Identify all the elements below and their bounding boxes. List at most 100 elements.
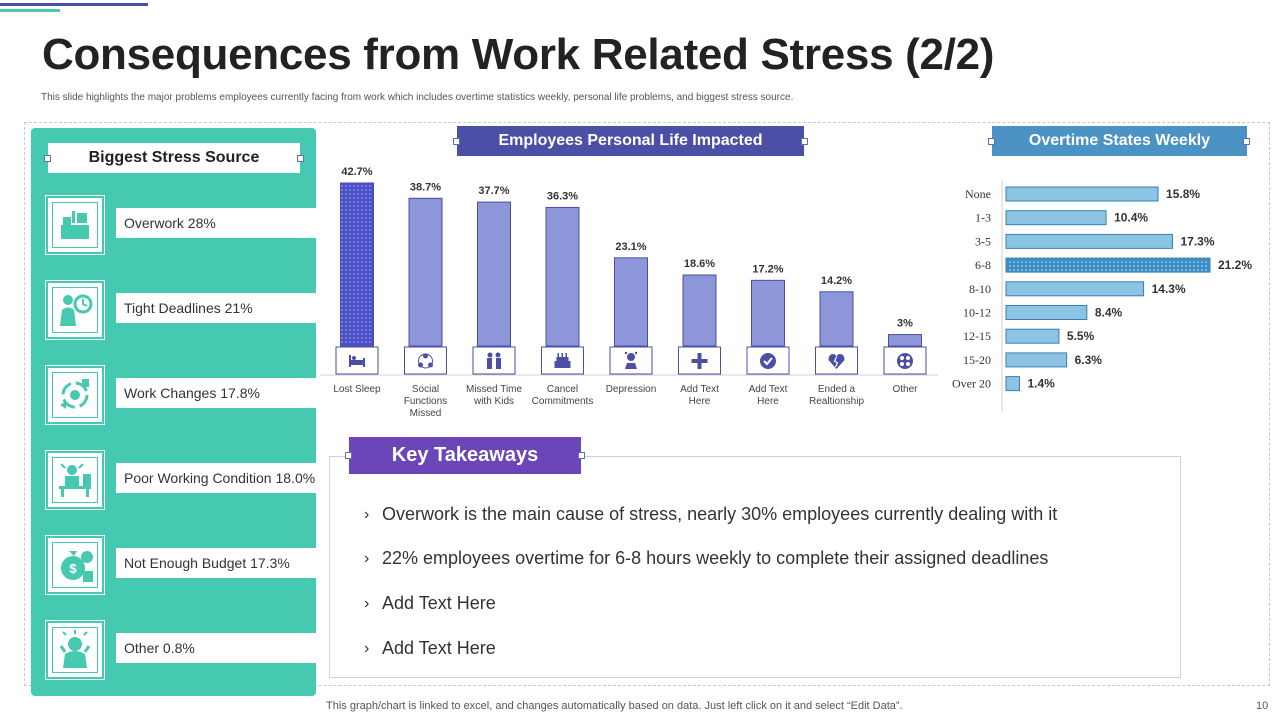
svg-text:$: $ xyxy=(69,561,77,576)
tick-label: Ended a xyxy=(818,384,856,395)
bar xyxy=(1005,305,1088,320)
tick-label: Here xyxy=(689,396,711,407)
tick-label: Commitments xyxy=(532,396,594,407)
selection-handle xyxy=(453,138,460,145)
chevron-right-icon: › xyxy=(364,639,370,657)
bar xyxy=(682,274,717,347)
tick-label: Functions xyxy=(404,396,447,407)
selection-handle xyxy=(44,155,51,162)
bar xyxy=(1005,210,1107,226)
data-label: 15.8% xyxy=(1166,187,1200,201)
takeaways-heading: Key Takeaways xyxy=(349,437,581,474)
takeaway-text: Add Text Here xyxy=(382,638,496,658)
bar xyxy=(614,257,648,347)
chart-footnote: This graph/chart is linked to excel, and… xyxy=(326,700,903,712)
takeaway-item: › 22% employees overtime for 6-8 hours we… xyxy=(364,548,1048,569)
tick-label: Add Text xyxy=(749,384,788,395)
stress-source-item: Poor Working Condition 18.0% xyxy=(45,450,326,510)
data-label: 5.5% xyxy=(1067,329,1095,343)
bar xyxy=(545,206,580,347)
stress-source-label: Not Enough Budget 17.3% xyxy=(116,548,316,578)
bar xyxy=(340,182,374,347)
data-label: 1.4% xyxy=(1027,377,1055,391)
tick-label: Other xyxy=(892,384,918,395)
personal-life-chart-title: Employees Personal Life Impacted xyxy=(457,126,804,156)
bar xyxy=(1005,233,1173,249)
bar xyxy=(888,334,922,347)
stress-source-item: $ Not Enough Budget 17.3% xyxy=(45,535,326,595)
takeaway-text: 22% employees overtime for 6-8 hours wee… xyxy=(382,548,1049,568)
icon-box xyxy=(746,346,790,375)
data-label: 42.7% xyxy=(341,166,372,178)
money-bag-icon: $ xyxy=(52,542,98,588)
data-label: 3% xyxy=(897,318,913,330)
data-label: 21.2% xyxy=(1218,258,1252,272)
top-accent-bar xyxy=(0,3,148,6)
tick-label: Lost Sleep xyxy=(333,384,381,395)
data-label: 10.4% xyxy=(1114,211,1148,225)
check-icon xyxy=(760,353,776,369)
stress-source-item: Tight Deadlines 21% xyxy=(45,280,326,340)
selection-handle xyxy=(988,138,995,145)
page-subtitle: This slide highlights the major problems… xyxy=(41,92,794,103)
bed-icon xyxy=(349,355,365,367)
broken-heart-icon xyxy=(828,354,845,369)
chevron-right-icon: › xyxy=(364,505,370,523)
page-number: 10 xyxy=(1256,700,1269,712)
tick-label: Cancel xyxy=(547,384,578,395)
selection-handle xyxy=(801,138,808,145)
bar xyxy=(1005,281,1145,297)
tick-label: 1-3 xyxy=(975,211,991,225)
content-frame xyxy=(24,122,1270,686)
bar xyxy=(477,201,511,347)
data-label: 17.3% xyxy=(1180,234,1214,248)
bar xyxy=(1005,376,1020,392)
icon-box xyxy=(404,346,447,375)
stressed-worker-icon xyxy=(52,457,98,503)
tick-label: 10-12 xyxy=(963,306,991,320)
bar xyxy=(1005,352,1068,368)
stress-source-label: Other 0.8% xyxy=(116,633,316,663)
stress-source-item: Overwork 28% xyxy=(45,195,326,255)
data-label: 14.2% xyxy=(821,275,852,287)
tick-label: Missed Time xyxy=(466,384,523,395)
bar xyxy=(1005,186,1159,202)
chevron-right-icon: › xyxy=(364,549,370,567)
stress-source-heading: Biggest Stress Source xyxy=(48,143,300,173)
tick-label: Realtionship xyxy=(809,396,864,407)
data-label: 37.7% xyxy=(478,185,509,197)
tick-label: Over 20 xyxy=(952,377,991,391)
overtime-bar-chart: None 15.8% 1-3 10.4% 3-5 17.3% 6-8 21.2% 8-10 14.… xyxy=(952,180,1252,412)
selection-handle xyxy=(578,452,585,459)
data-label: 23.1% xyxy=(615,241,646,253)
data-label: 6.3% xyxy=(1075,353,1103,367)
tick-label: Social xyxy=(412,384,439,395)
top-accent-bar-secondary xyxy=(0,9,60,12)
tick-label: None xyxy=(965,187,991,201)
stress-source-item: Other 0.8% xyxy=(45,620,326,680)
sad-person-icon xyxy=(624,351,638,369)
bar xyxy=(1005,328,1060,344)
person-clock-icon xyxy=(52,287,98,333)
takeaway-item: › Add Text Here xyxy=(364,638,496,659)
bar xyxy=(1005,257,1211,273)
stress-source-label: Tight Deadlines 21% xyxy=(116,293,316,323)
tick-label: Add Text xyxy=(680,384,719,395)
stress-source-item: Work Changes 17.8% xyxy=(45,365,326,425)
data-label: 17.2% xyxy=(752,263,783,275)
tick-label: Here xyxy=(757,396,779,407)
stress-source-label: Work Changes 17.8% xyxy=(116,378,316,408)
tick-label: with Kids xyxy=(473,396,514,407)
bar xyxy=(408,197,443,347)
takeaway-item: › Add Text Here xyxy=(364,593,496,614)
takeaway-text: Overwork is the main cause of stress, ne… xyxy=(382,504,1058,524)
tick-label: 8-10 xyxy=(969,282,991,296)
data-label: 8.4% xyxy=(1095,306,1123,320)
data-label: 14.3% xyxy=(1152,282,1186,296)
social-network-icon xyxy=(418,353,433,369)
selection-handle xyxy=(1243,138,1250,145)
data-label: 38.7% xyxy=(410,181,441,193)
chevron-right-icon: › xyxy=(364,594,370,612)
